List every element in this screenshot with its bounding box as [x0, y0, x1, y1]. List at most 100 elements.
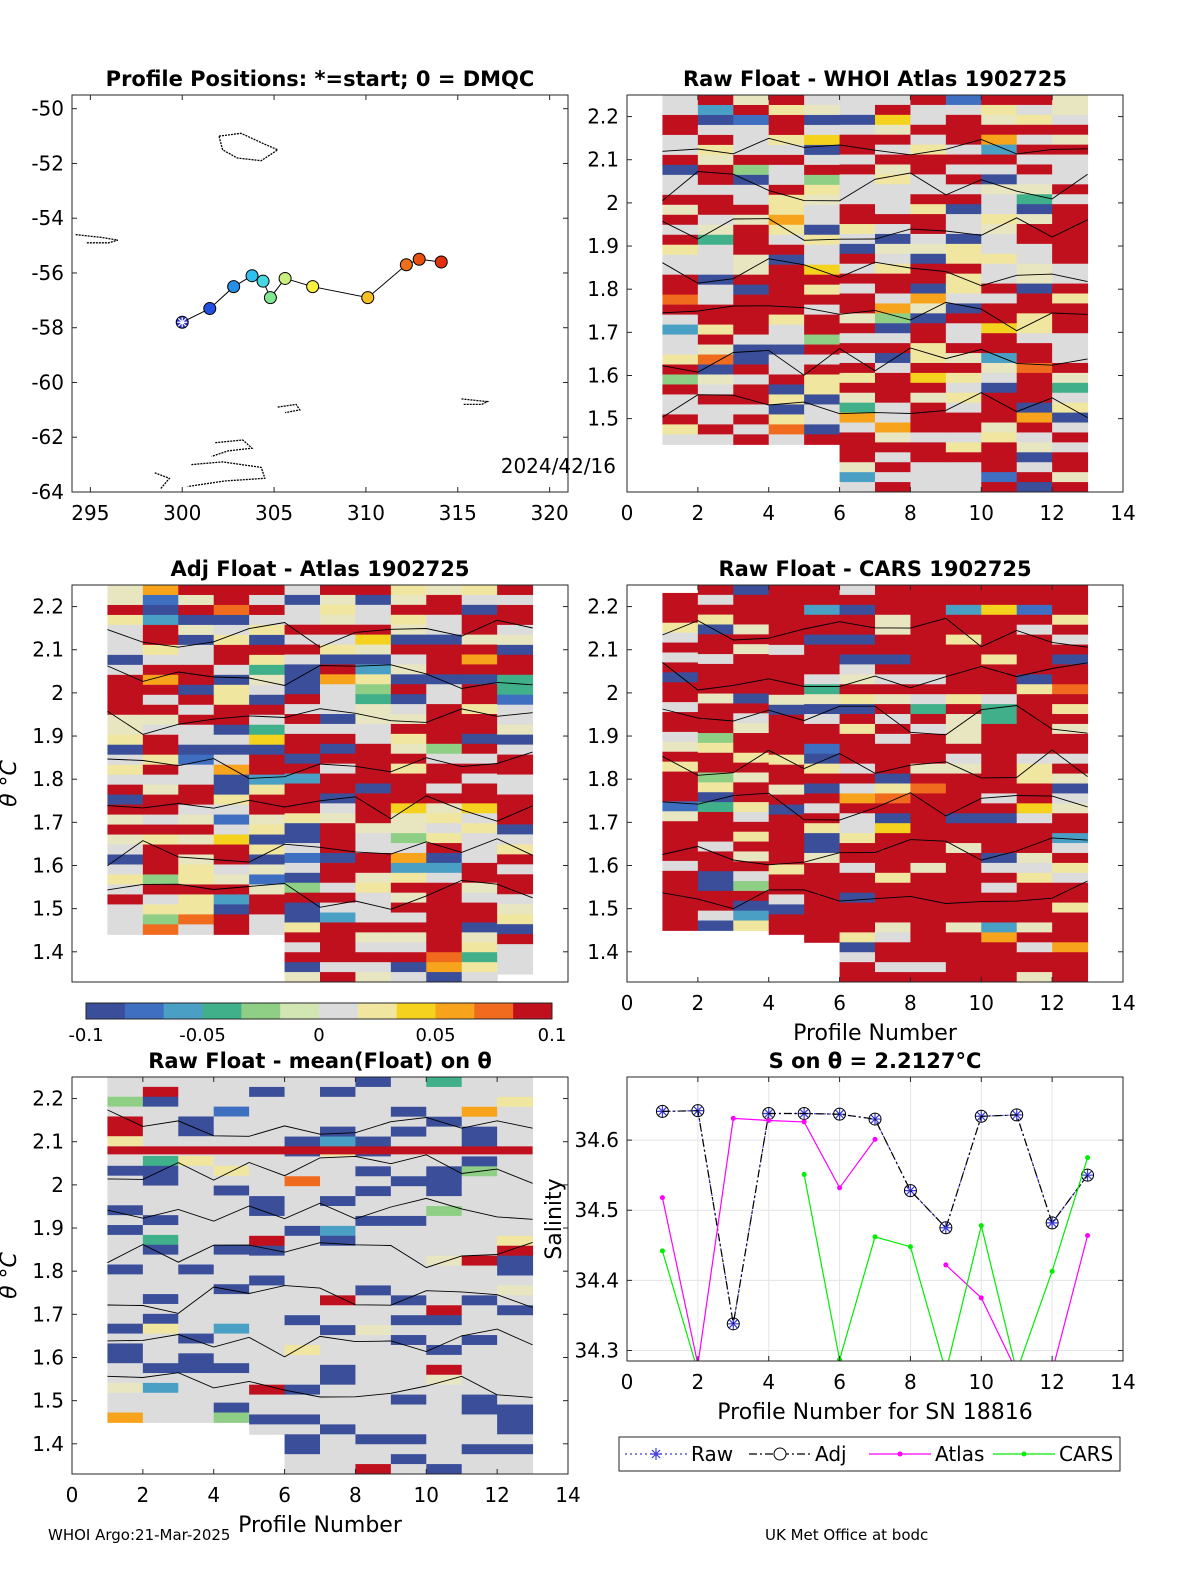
cars-heat-cell	[733, 871, 770, 882]
cars-heat-cell	[945, 723, 982, 735]
mean-float-heat-cell	[213, 1205, 250, 1216]
mean-float-heat-cell	[461, 1116, 498, 1128]
mean-float-heat-cell	[213, 1294, 250, 1305]
whoi-atlas-heat-cell	[839, 303, 876, 314]
whoi-atlas-heat-cell	[697, 274, 734, 286]
whoi-atlas-heat-cell	[662, 154, 699, 166]
whoi-atlas-heat-cell	[804, 104, 841, 116]
cars-heat-cell	[839, 684, 876, 695]
adj-atlas-heat-cell	[178, 644, 215, 656]
whoi-atlas-xtick-label: 2	[691, 501, 704, 525]
whoi-atlas-heat-cell	[1052, 362, 1089, 374]
cars-heat-cell	[733, 851, 770, 862]
mean-float-heat-cell	[178, 1343, 215, 1354]
mean-float-ylabel: θ °C	[0, 1251, 22, 1298]
cars-heat-cell	[697, 881, 734, 892]
mean-float-heat-cell	[426, 1374, 463, 1386]
mean-float-heat-cell	[497, 1315, 534, 1326]
mean-float-heat-cell	[390, 1434, 427, 1445]
whoi-atlas-heat-cell	[945, 472, 982, 483]
whoi-atlas-ytick-label: 2.1	[587, 148, 619, 172]
cars-heat-cell	[981, 912, 1018, 923]
whoi-atlas-heat-cell	[839, 194, 876, 205]
cars-heat-cell	[662, 672, 699, 683]
whoi-atlas-heat-cell	[839, 333, 876, 344]
cars-heat-cell	[945, 892, 982, 904]
cars-heat-cell	[804, 823, 841, 834]
mean-float-heat-cell	[284, 1285, 321, 1296]
cars-heat-cell	[839, 723, 876, 735]
mean-float-heat-cell	[284, 1374, 321, 1386]
cars-heat-cell	[768, 904, 805, 915]
adj-atlas-heat-cell	[461, 952, 498, 963]
whoi-atlas-heat-cell	[733, 324, 770, 336]
adj-atlas-heat-cell	[320, 733, 356, 745]
whoi-atlas-heat-cell	[839, 482, 876, 493]
atlas-point-marker	[1014, 1369, 1019, 1374]
adj-atlas-heat-cell	[107, 634, 144, 646]
salinity-xtick-label: 6	[833, 1370, 846, 1394]
adj-atlas-heat-cell	[249, 804, 286, 816]
adj-atlas-heat-cell	[213, 884, 250, 895]
adj-atlas-heat-cell	[320, 714, 356, 725]
cars-heat-cell	[910, 733, 947, 745]
whoi-atlas-heat-cell	[910, 114, 947, 126]
adj-atlas-heat-cell	[390, 704, 427, 715]
mean-float-heat-cell	[355, 1364, 392, 1376]
whoi-atlas-heat-cell	[1052, 293, 1089, 304]
profile-position-marker	[256, 274, 270, 288]
whoi-atlas-heat-cell	[1052, 214, 1089, 225]
mean-float-heat-cell	[107, 1373, 144, 1384]
whoi-atlas-heat-cell	[910, 154, 947, 165]
cars-heat-cell	[1016, 733, 1053, 745]
cars-heat-cell	[697, 594, 734, 606]
whoi-atlas-heat-cell	[733, 194, 770, 206]
mean-float-heat-cell	[107, 1333, 144, 1344]
adj-atlas-heat-cell	[142, 824, 179, 836]
adj-atlas-heat-cell	[497, 634, 534, 646]
cars-heat-cell	[1016, 654, 1053, 665]
mean-float-heat-cell	[107, 1116, 144, 1127]
salinity-xtick-label: 4	[762, 1370, 775, 1394]
cars-heat-cell	[945, 932, 982, 943]
mean-float-heat-cell	[426, 1077, 463, 1088]
cars-heat-cell	[1016, 962, 1053, 973]
cars-heat-cell	[733, 772, 770, 783]
adj-atlas-heat-cell	[107, 784, 144, 796]
mean-float-heat-cell	[497, 1086, 534, 1098]
cars-heat-cell	[981, 833, 1018, 844]
mean-float-heat-cell	[284, 1186, 321, 1197]
mean-float-heat-cell	[320, 1116, 356, 1128]
whoi-atlas-heat-cell	[804, 344, 841, 356]
cars-heat-cell	[945, 962, 982, 973]
whoi-atlas-heat-cell	[839, 283, 876, 294]
whoi-atlas-heat-cell	[839, 224, 876, 235]
mean-float-heat-cell	[461, 1454, 498, 1465]
cars-heat-cell	[697, 811, 734, 823]
adj-atlas-heat-cell	[355, 753, 392, 765]
cars-heat-cell	[875, 932, 911, 943]
cars-heat-cell	[1016, 833, 1053, 844]
adj-atlas-heat-cell	[461, 882, 498, 894]
mean-float-heat-cell	[390, 1404, 427, 1415]
cars-heat-cell	[910, 843, 947, 854]
adj-atlas-heat-cell	[213, 874, 250, 885]
adj-atlas-heat-cell	[355, 585, 392, 596]
profile-position-marker	[306, 280, 320, 294]
adj-atlas-heat-cell	[213, 834, 250, 846]
whoi-atlas-heat-cell	[733, 424, 770, 435]
map-ytick-label: -50	[31, 97, 64, 121]
cars-heat-cell	[839, 773, 876, 784]
mean-float-heat-cell	[355, 1325, 392, 1336]
adj-atlas-heat-cell	[284, 882, 321, 894]
whoi-atlas-heat-cell	[839, 422, 876, 433]
adj-atlas-heat-cell	[320, 843, 356, 854]
whoi-atlas-heat-cell	[1052, 104, 1089, 116]
adj-atlas-heat-cell	[390, 912, 427, 923]
cars-heat-cell	[875, 644, 911, 655]
cars-heat-cell	[804, 882, 841, 894]
cars-heat-cell	[875, 952, 911, 963]
whoi-atlas-heat-cell	[875, 353, 911, 364]
whoi-atlas-heat-cell	[981, 184, 1018, 195]
mean-float-heat-cell	[497, 1335, 534, 1346]
